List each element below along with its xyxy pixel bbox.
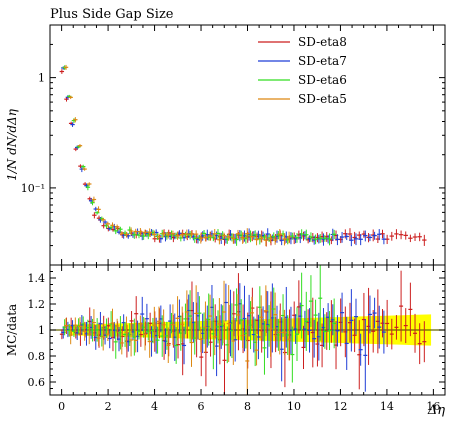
series-SD-eta8	[59, 69, 427, 247]
y-axis-label: 1/N dN/dΔη	[5, 108, 19, 181]
x-axis-label: Δη	[427, 403, 445, 418]
x-tick-label: 8	[244, 400, 251, 413]
ratio-plot-area: 0 2 4 6 8 10 12 14 16 0.6 0.8 1 1.2 1.4	[28, 264, 446, 413]
chart-title: Plus Side Gap Size	[50, 7, 174, 22]
x-tick-label: 0	[58, 400, 65, 413]
ratio-tick-label: 0.8	[28, 350, 46, 363]
y-tick-label: 10⁻¹	[21, 182, 45, 195]
ratio-tick-label: 0.6	[28, 376, 46, 389]
x-tick-label: 6	[198, 400, 205, 413]
ratio-axis-label: MC/data	[5, 304, 19, 356]
ratio-series-SD-eta5	[64, 280, 292, 395]
x-tick-label: 2	[105, 400, 112, 413]
ratio-series-SD-eta7	[61, 283, 386, 392]
y-tick-label: 1	[38, 72, 45, 85]
ratio-tick-label: 1.4	[28, 272, 46, 285]
x-tick-label: 12	[333, 400, 347, 413]
x-tick-label: 14	[380, 400, 394, 413]
legend-label-SD-eta8: SD-eta8	[298, 35, 347, 49]
series-SD-eta5	[63, 64, 292, 247]
legend-label-SD-eta7: SD-eta7	[298, 54, 347, 68]
ratio-tick-label: 1.2	[28, 298, 46, 311]
x-tick-label: 16	[426, 400, 440, 413]
legend-label-SD-eta6: SD-eta6	[298, 73, 347, 87]
x-tick-label: 10	[287, 400, 301, 413]
legend-label-SD-eta5: SD-eta5	[298, 92, 347, 106]
main-plot-area: 1 10⁻¹	[21, 24, 446, 266]
ratio-tick-label: 1	[38, 324, 45, 337]
legend: SD-eta8 SD-eta7 SD-eta6 SD-eta5	[258, 35, 347, 106]
x-tick-label: 4	[151, 400, 158, 413]
